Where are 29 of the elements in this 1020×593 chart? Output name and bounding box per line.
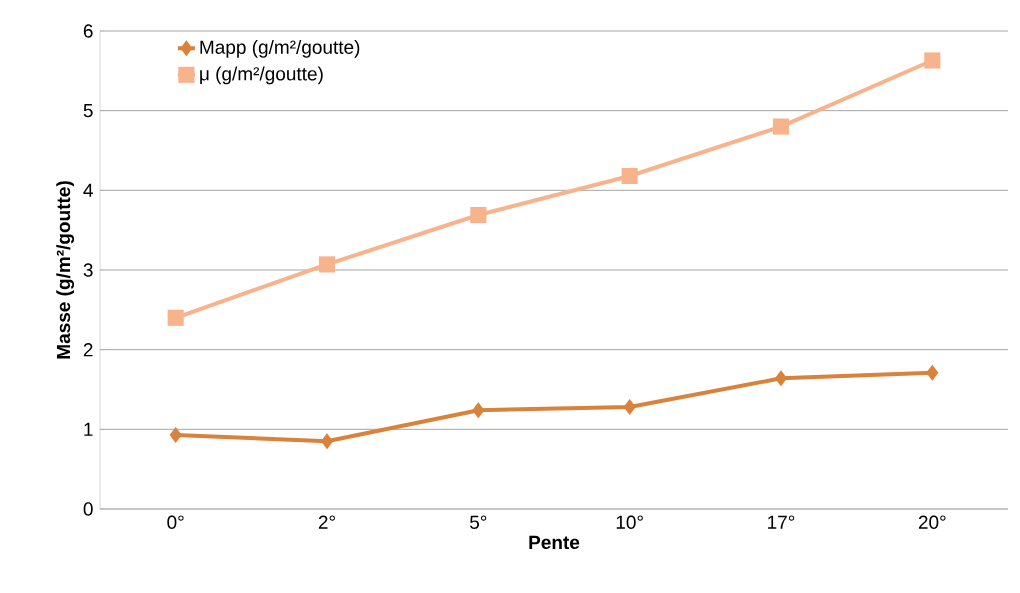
point — [169, 426, 182, 443]
x-tick-label: 10° — [616, 515, 643, 529]
y-axis-title: Masse (g/m²/goutte) — [56, 181, 75, 359]
point — [623, 398, 636, 416]
point — [320, 433, 334, 450]
y-tick-label: 3 — [83, 263, 93, 277]
x-tick-label: 0° — [167, 515, 184, 529]
point — [621, 167, 638, 185]
point — [924, 52, 941, 69]
y-tick-label: 0 — [83, 502, 93, 516]
x-tick-label: 20° — [918, 515, 946, 529]
x-axis-title: Pente — [529, 535, 580, 550]
x-tick-label: 2° — [318, 515, 335, 529]
y-tick-label: 1 — [84, 422, 93, 436]
point — [772, 118, 790, 135]
y-tick-label: 5 — [83, 104, 93, 118]
x-tick-label: 17° — [768, 515, 795, 529]
point — [318, 256, 336, 273]
point — [774, 370, 788, 387]
point — [167, 309, 184, 326]
point — [472, 402, 485, 419]
legend-label: Mapp (g/m²/goutte) — [200, 39, 360, 58]
point — [926, 364, 939, 381]
y-tick-label: 4 — [83, 183, 93, 197]
y-tick-label: 2 — [83, 343, 93, 357]
y-tick-label: 6 — [83, 24, 93, 38]
x-tick-label: 5° — [470, 515, 487, 529]
legend-label: μ (g/m²/goutte) — [200, 66, 323, 85]
point — [470, 206, 487, 224]
